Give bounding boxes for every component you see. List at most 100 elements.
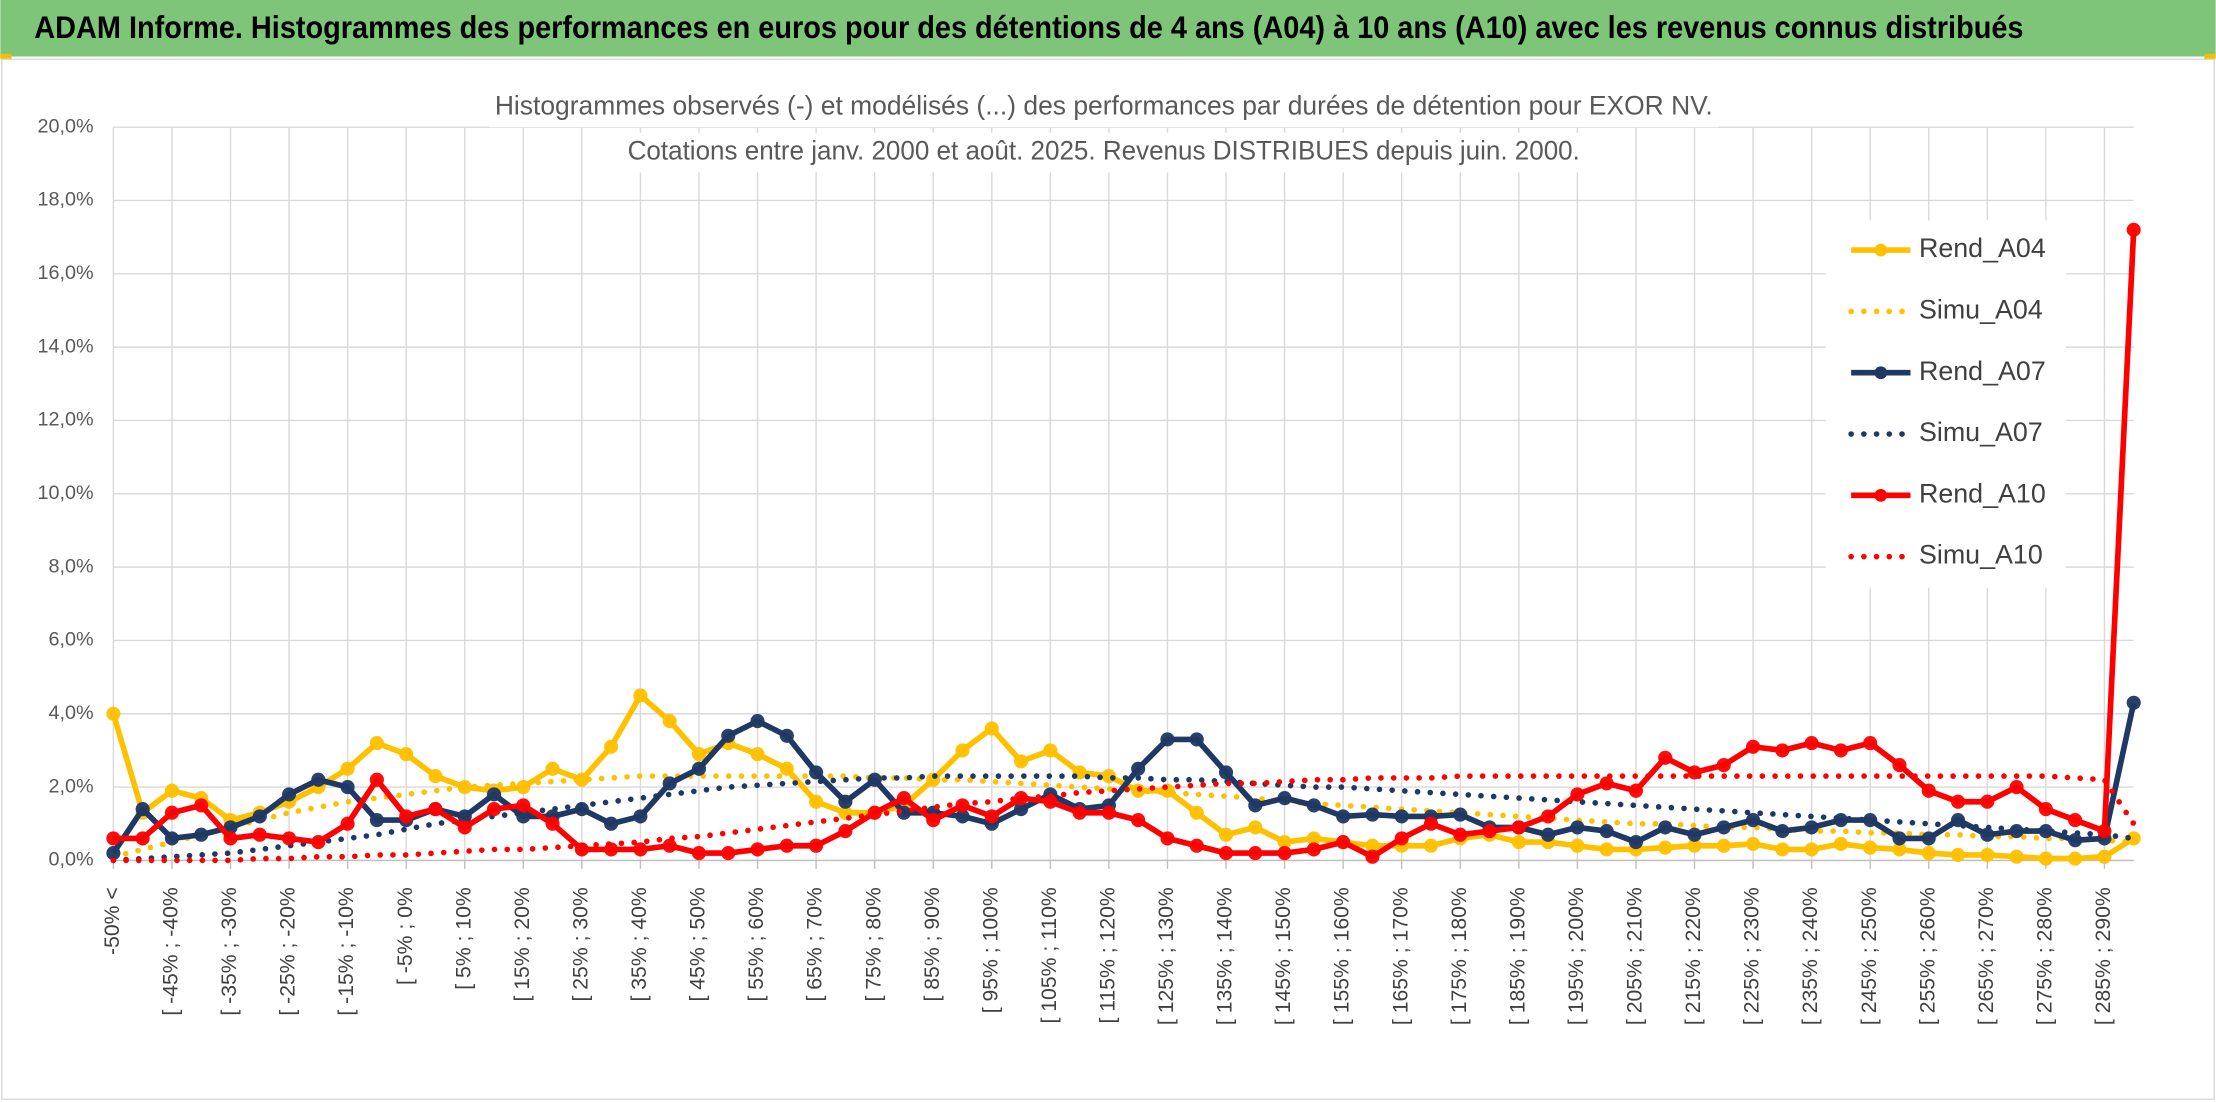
point: [984, 721, 999, 736]
point: [164, 783, 179, 798]
x-tick-label: [ 85% ; 90%: [921, 887, 944, 1001]
subtitle-bg: [489, 87, 1719, 128]
point: [2097, 849, 2112, 864]
point: [281, 787, 297, 802]
point: [691, 761, 707, 776]
legend-marker: [1874, 243, 1888, 257]
point: [1394, 831, 1409, 846]
point: [1218, 827, 1234, 842]
point: [604, 739, 619, 754]
point: [2038, 802, 2053, 817]
x-tick-label: [ 135% ; 140%: [1214, 887, 1237, 1025]
point: [1950, 794, 1966, 809]
point: [838, 824, 853, 839]
grid: 0,0% 2,0% 4,0% 6,0% 8,0% 10,0% 12,0% 14,0% 16,0%…: [38, 115, 2134, 1025]
point: [2068, 833, 2083, 848]
point: [1716, 758, 1731, 773]
legend-label: Rend_A04: [1919, 233, 2046, 263]
legend: Rend_A04 Simu_A04 Rend_A07 Simu_A07 Rend_A10…: [1848, 233, 2046, 570]
point: [311, 835, 326, 850]
legend-label: Rend_A07: [1919, 356, 2046, 386]
point: [633, 688, 648, 703]
point: [1658, 820, 1673, 835]
point: [1541, 827, 1556, 842]
x-tick-label: [ 75% ; 80%: [862, 887, 885, 1001]
point: [721, 728, 736, 743]
y-tick-label: 16,0%: [38, 262, 94, 284]
x-tick-label: [ 175% ; 180%: [1448, 887, 1471, 1025]
point: [340, 780, 355, 795]
chart-title: ADAM Informe. Histogrammes des performan…: [34, 10, 2023, 45]
x-tick-label: [ 125% ; 130%: [1155, 887, 1178, 1025]
x-tick-label: [ 215% ; 220%: [1682, 887, 1705, 1025]
point: [809, 838, 824, 853]
point: [1013, 754, 1029, 769]
series-line: [110, 773, 2137, 864]
x-tick-label: [ 5% ; 10%: [452, 887, 475, 990]
point: [135, 802, 150, 817]
point: [399, 747, 414, 762]
point: [1775, 743, 1790, 758]
point: [1248, 820, 1263, 835]
point: [633, 842, 648, 857]
x-tick-label: [ 115% ; 120%: [1096, 887, 1119, 1023]
point: [662, 714, 677, 729]
point: [838, 794, 853, 809]
point: [1218, 846, 1234, 861]
x-tick-label: -50% <: [101, 887, 124, 955]
point: [1716, 838, 1731, 853]
legend-bg: [1825, 220, 2066, 588]
point: [2126, 695, 2141, 710]
point: [457, 820, 472, 835]
point: [750, 714, 765, 729]
x-tick-label: [ 225% ; 230%: [1741, 887, 1764, 1025]
x-tick-label: [ 15% ; 20%: [511, 887, 534, 1001]
x-tick-label: [ 105% ; 110%: [1038, 887, 1061, 1023]
point: [428, 769, 443, 784]
x-tick-label: [ 245% ; 250%: [1858, 887, 1881, 1025]
point: [633, 809, 648, 824]
point: [428, 802, 443, 817]
point: [604, 816, 619, 831]
y-tick-label: 20,0%: [38, 115, 94, 137]
point: [1950, 847, 1966, 862]
point: [1950, 813, 1966, 828]
point: [340, 816, 355, 831]
point: [2038, 851, 2053, 866]
point: [1218, 765, 1234, 780]
point: [1131, 761, 1146, 776]
y-tick-label: 10,0%: [38, 482, 94, 504]
point: [1804, 736, 1819, 751]
point: [809, 794, 824, 809]
point: [1716, 820, 1731, 835]
title-banner: [0, 0, 2216, 57]
point: [1921, 846, 1936, 861]
x-tick-label: [ 195% ; 200%: [1565, 887, 1588, 1025]
point: [486, 787, 502, 802]
chart-subtitle: Cotations entre janv. 2000 et août. 2025…: [628, 136, 1580, 166]
y-tick-label: 0,0%: [49, 849, 94, 871]
point: [2126, 222, 2141, 237]
point: [1306, 842, 1321, 857]
point: [1043, 743, 1058, 758]
legend-label: Simu_A10: [1919, 540, 2043, 570]
point: [1101, 805, 1116, 820]
point: [691, 747, 707, 762]
point: [1775, 824, 1790, 839]
point: [2009, 849, 2024, 864]
point: [1423, 816, 1439, 831]
point: [252, 827, 267, 842]
point: [1453, 807, 1468, 822]
point: [486, 802, 502, 817]
point: [1570, 787, 1585, 802]
point: [1833, 743, 1848, 758]
point: [194, 827, 209, 842]
point: [1687, 827, 1702, 842]
point: [1511, 820, 1526, 835]
x-tick-label: [ 45% ; 50%: [687, 887, 710, 1001]
point: [1746, 813, 1761, 828]
point: [1804, 842, 1819, 857]
point: [926, 813, 941, 828]
point: [1336, 835, 1351, 850]
legend-marker: [1874, 366, 1888, 380]
